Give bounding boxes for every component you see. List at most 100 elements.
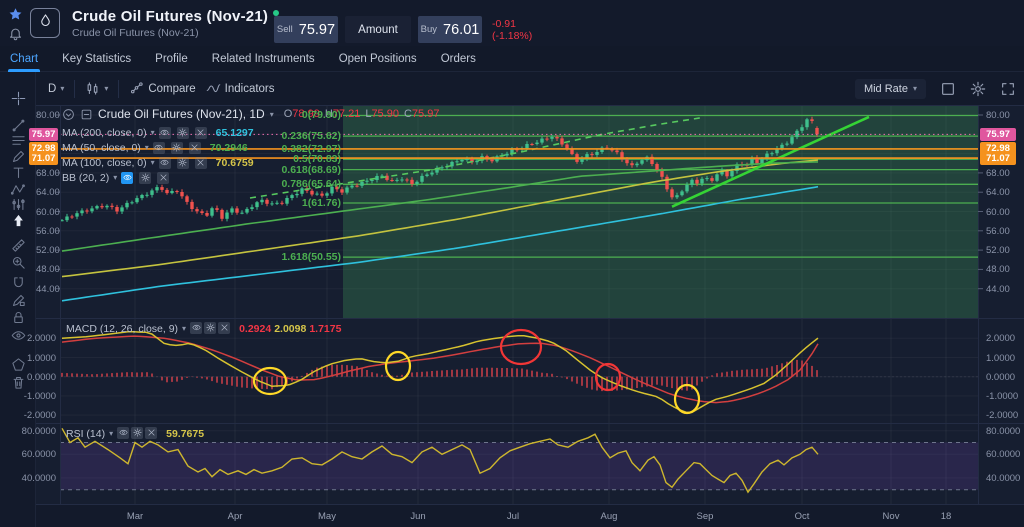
tool-crosshair-icon[interactable] [10, 90, 26, 106]
snapshot-icon[interactable] [940, 81, 956, 97]
mid-rate-selector[interactable]: Mid Rate ▾ [854, 78, 926, 99]
tab-related-instruments[interactable]: Related Instruments [211, 52, 315, 65]
favorite-star-icon[interactable] [7, 7, 23, 23]
drawing-ellipse [384, 350, 412, 382]
sell-button[interactable]: Sell 75.97 [274, 16, 338, 43]
tab-profile[interactable]: Profile [155, 52, 188, 65]
close-icon[interactable] [188, 141, 201, 154]
indicators-button[interactable]: Indicators [206, 81, 275, 96]
tab-open-positions[interactable]: Open Positions [338, 52, 417, 65]
gear-icon[interactable] [139, 171, 152, 184]
sell-label: Sell [276, 24, 293, 35]
drawing-toolbar [0, 72, 36, 527]
rsi-line [61, 427, 819, 494]
change-value: -0.91 [492, 17, 516, 30]
change-percent: (-1.18%) [492, 29, 533, 42]
oil-drop-icon [38, 13, 53, 33]
tab-key-statistics[interactable]: Key Statistics [62, 52, 132, 65]
alert-bell-icon[interactable] [7, 26, 23, 42]
close-icon[interactable] [157, 171, 170, 184]
eye-icon[interactable] [190, 321, 203, 334]
macd-panel [60, 328, 978, 415]
header-icons [0, 5, 30, 42]
fullscreen-icon[interactable] [1000, 81, 1016, 97]
candlestick-style-icon [85, 81, 100, 96]
tool-arrow-up-icon[interactable] [10, 212, 26, 228]
chart-style-selector[interactable]: ▾ [85, 81, 108, 96]
tool-shapes-icon[interactable] [10, 356, 26, 372]
chart-toolbar: D ▾ ▾ Compare Indicators Mid Rate ▾ [36, 72, 1024, 105]
indicator-label[interactable]: MA (100, close, 0) [62, 156, 147, 169]
drawing-ellipse [594, 362, 622, 392]
buy-label: Buy [420, 24, 438, 35]
instrument-oil-icon [30, 8, 60, 38]
gear-icon[interactable] [170, 141, 183, 154]
tool-ruler-icon[interactable] [10, 237, 26, 253]
ma-50-line [61, 161, 819, 252]
support-trendline [671, 115, 870, 208]
tool-forecast-icon[interactable] [10, 196, 26, 212]
rsi-label[interactable]: RSI (14) [66, 427, 106, 440]
tool-zoom-in-icon[interactable] [10, 254, 26, 270]
market-open-indicator [273, 9, 280, 16]
gear-icon[interactable] [176, 156, 189, 169]
compare-button[interactable]: Compare [129, 81, 196, 96]
close-icon[interactable] [145, 426, 158, 439]
tool-fib-lines-icon[interactable] [10, 132, 26, 148]
settings-gear-icon[interactable] [970, 81, 986, 97]
eye-icon[interactable] [121, 171, 134, 184]
eye-icon[interactable] [158, 126, 171, 139]
close-icon[interactable] [218, 321, 231, 334]
header: Crude Oil Futures (Nov-21) Crude Oil Fut… [0, 0, 1024, 46]
eye-icon[interactable] [158, 156, 171, 169]
amount-label: Amount [358, 23, 398, 36]
eye-icon[interactable] [117, 426, 130, 439]
buy-button[interactable]: Buy 76.01 [418, 16, 482, 43]
rsi-panel [60, 427, 978, 494]
trade-widgets: Sell 75.97 Amount Buy 76.01 -0.91 (-1.18… [274, 16, 532, 43]
dashed-trendline [249, 116, 704, 199]
interval-label: D [48, 82, 57, 95]
indicators-label: Indicators [224, 82, 275, 95]
macd-label[interactable]: MACD (12, 26, close, 9) [66, 322, 179, 335]
toolbar-right: Mid Rate ▾ [854, 78, 1016, 99]
tool-lock-icon[interactable] [10, 309, 26, 325]
indicator-legend-row: BB (20, 2) ▾ [62, 171, 171, 184]
close-icon[interactable] [194, 126, 207, 139]
tool-magnet-icon[interactable] [10, 275, 26, 291]
chevron-down-icon: ▾ [912, 84, 917, 93]
tool-eye-icon[interactable] [10, 327, 26, 343]
tool-xabcd-pattern-icon[interactable] [10, 181, 26, 197]
compare-label: Compare [148, 82, 196, 95]
gear-icon[interactable] [204, 321, 217, 334]
indicator-label[interactable]: MA (50, close, 0) [62, 141, 141, 154]
gear-icon[interactable] [176, 126, 189, 139]
tool-text-icon[interactable] [10, 164, 26, 180]
indicators-icon [206, 81, 221, 96]
tab-chart[interactable]: Chart [7, 46, 41, 72]
tool-trend-line-icon[interactable] [10, 117, 26, 133]
indicator-label[interactable]: BB (20, 2) [62, 171, 110, 184]
page-title: Crude Oil Futures (Nov-21) [72, 7, 269, 25]
interval-selector[interactable]: D ▾ [48, 83, 64, 95]
tab-orders[interactable]: Orders [440, 52, 476, 65]
title-block: Crude Oil Futures (Nov-21) Crude Oil Fut… [72, 7, 280, 39]
price-change: -0.91 (-1.18%) [492, 18, 532, 42]
eye-icon[interactable] [152, 141, 165, 154]
tab-bar: Chart Key Statistics Profile Related Ins… [0, 46, 1024, 72]
ma-200-line [61, 185, 819, 302]
gear-icon[interactable] [131, 426, 144, 439]
indicator-label[interactable]: MA (200, close, 0) [62, 126, 147, 139]
mid-rate-label: Mid Rate [863, 82, 908, 95]
fib-retracement-zone [343, 106, 978, 318]
tool-edit-lock-icon[interactable] [10, 292, 26, 308]
tool-trash-icon[interactable] [10, 374, 26, 390]
sell-price: 75.97 [298, 21, 336, 38]
amount-input[interactable]: Amount [345, 16, 411, 43]
chevron-down-icon: ▾ [60, 84, 65, 93]
close-icon[interactable] [194, 156, 207, 169]
tool-brush-icon[interactable] [10, 148, 26, 164]
drawing-ellipse [252, 366, 288, 396]
